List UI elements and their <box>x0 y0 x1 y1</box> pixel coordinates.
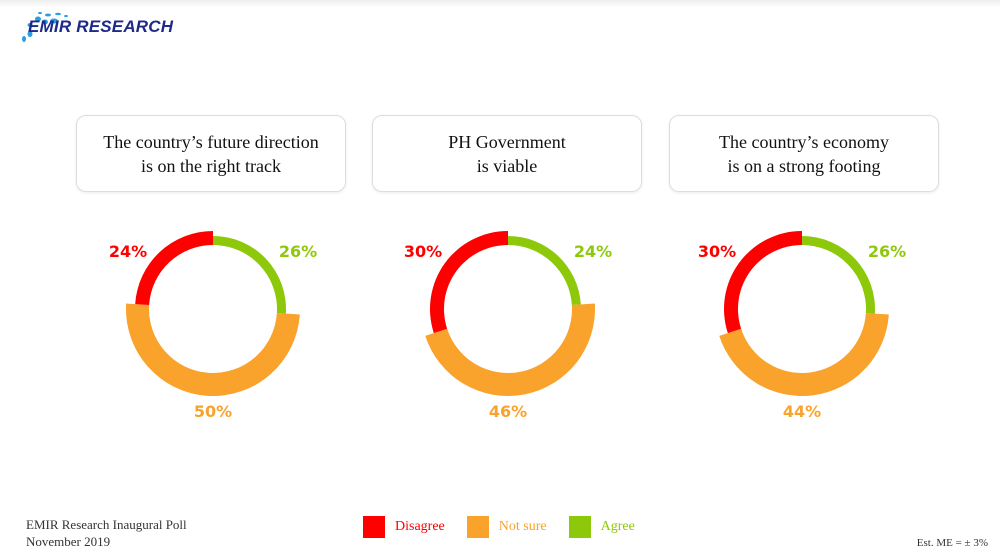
poll-name: EMIR Research Inaugural Poll <box>26 517 187 532</box>
question-box-3: The country’s economy is on a strong foot… <box>669 115 939 192</box>
question-line: is on a strong footing <box>727 155 881 176</box>
legend-agree: Agree <box>568 516 635 538</box>
donut-slice-not-sure <box>425 303 595 397</box>
donut-slice-not-sure <box>126 303 300 396</box>
donut-slice-disagree <box>430 230 508 334</box>
question-line: PH Government <box>448 131 566 152</box>
donut-slice-not-sure <box>719 313 889 397</box>
data-label-disagree: 30% <box>404 242 442 261</box>
legend-disagree: Disagree <box>363 516 445 538</box>
donut-slice-agree <box>802 236 875 314</box>
question-line: The country’s future direction <box>103 131 319 152</box>
donut-slice-disagree <box>135 231 213 305</box>
question-line: The country’s economy <box>719 131 889 152</box>
legend-label: Agree <box>600 519 635 534</box>
donut-slice-disagree <box>724 230 802 334</box>
legend-swatch <box>568 516 591 538</box>
data-label-disagree: 24% <box>109 242 147 261</box>
margin-of-error: Est. ME = ± 3% <box>916 537 988 549</box>
legend-label: Not sure <box>498 519 547 534</box>
donut-slice-agree <box>508 236 581 305</box>
question-box-1: The country’s future direction is on the … <box>76 115 346 192</box>
legend-swatch <box>466 516 489 538</box>
top-bar <box>0 0 1000 8</box>
data-label-agree: 26% <box>868 242 906 261</box>
data-label-disagree: 30% <box>698 242 736 261</box>
question-line: is on the right track <box>141 155 281 176</box>
data-label-not-sure: 50% <box>194 402 232 421</box>
legend: Disagree Not sure Agree <box>363 516 635 538</box>
data-label-agree: 24% <box>574 242 612 261</box>
poll-date: November 2019 <box>26 534 111 549</box>
question-line: is viable <box>476 155 538 176</box>
logo-icon <box>22 12 68 42</box>
data-label-not-sure: 46% <box>489 402 527 421</box>
legend-swatch <box>363 516 385 538</box>
data-label-not-sure: 44% <box>783 402 821 421</box>
legend-not-sure: Not sure <box>466 516 547 538</box>
data-label-agree: 26% <box>279 242 317 261</box>
logo-text: EMIR RESEARCH <box>28 17 174 36</box>
donut-slice-agree <box>213 236 286 314</box>
footer-source: EMIR Research Inaugural Poll November 201… <box>26 516 187 550</box>
question-box-2: PH Government is viable <box>372 115 642 192</box>
legend-label: Disagree <box>395 519 445 534</box>
